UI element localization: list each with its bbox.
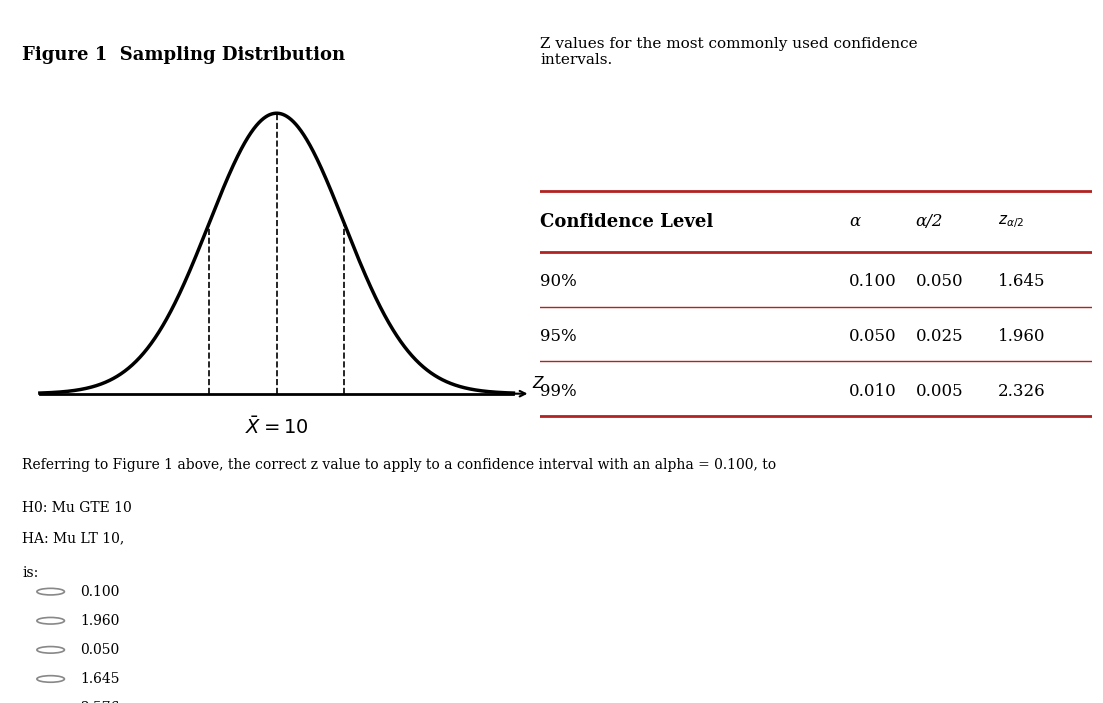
- Text: α: α: [849, 213, 860, 230]
- Text: is:: is:: [22, 567, 39, 581]
- Text: 0.100: 0.100: [81, 585, 119, 599]
- Text: 0.100: 0.100: [849, 273, 897, 290]
- Text: 1.645: 1.645: [998, 273, 1046, 290]
- Text: 0.050: 0.050: [915, 273, 963, 290]
- Text: $\bar{X}=10$: $\bar{X}=10$: [245, 416, 309, 438]
- Text: 0.005: 0.005: [915, 383, 963, 400]
- Text: 1.960: 1.960: [81, 614, 119, 628]
- Text: 1.645: 1.645: [81, 672, 120, 686]
- Text: 2.576: 2.576: [81, 701, 119, 703]
- Text: 99%: 99%: [540, 383, 577, 400]
- Text: 90%: 90%: [540, 273, 577, 290]
- Text: 0.010: 0.010: [849, 383, 897, 400]
- Text: Z values for the most commonly used confidence
intervals.: Z values for the most commonly used conf…: [540, 37, 918, 67]
- Text: 95%: 95%: [540, 328, 577, 345]
- Text: H0: Mu GTE 10: H0: Mu GTE 10: [22, 501, 132, 515]
- Text: 0.050: 0.050: [81, 643, 119, 657]
- Text: 2.326: 2.326: [998, 383, 1046, 400]
- Text: Figure 1  Sampling Distribution: Figure 1 Sampling Distribution: [22, 46, 345, 64]
- Text: 0.050: 0.050: [849, 328, 897, 345]
- Text: Referring to Figure 1 above, the correct z value to apply to a confidence interv: Referring to Figure 1 above, the correct…: [22, 458, 777, 472]
- Text: α/2: α/2: [915, 213, 943, 230]
- Text: HA: Mu LT 10,: HA: Mu LT 10,: [22, 531, 125, 545]
- Text: $z_{\alpha/2}$: $z_{\alpha/2}$: [998, 213, 1025, 230]
- Text: 1.960: 1.960: [998, 328, 1046, 345]
- Text: 0.025: 0.025: [915, 328, 963, 345]
- Text: Confidence Level: Confidence Level: [540, 212, 714, 231]
- Text: Z: Z: [533, 376, 543, 391]
